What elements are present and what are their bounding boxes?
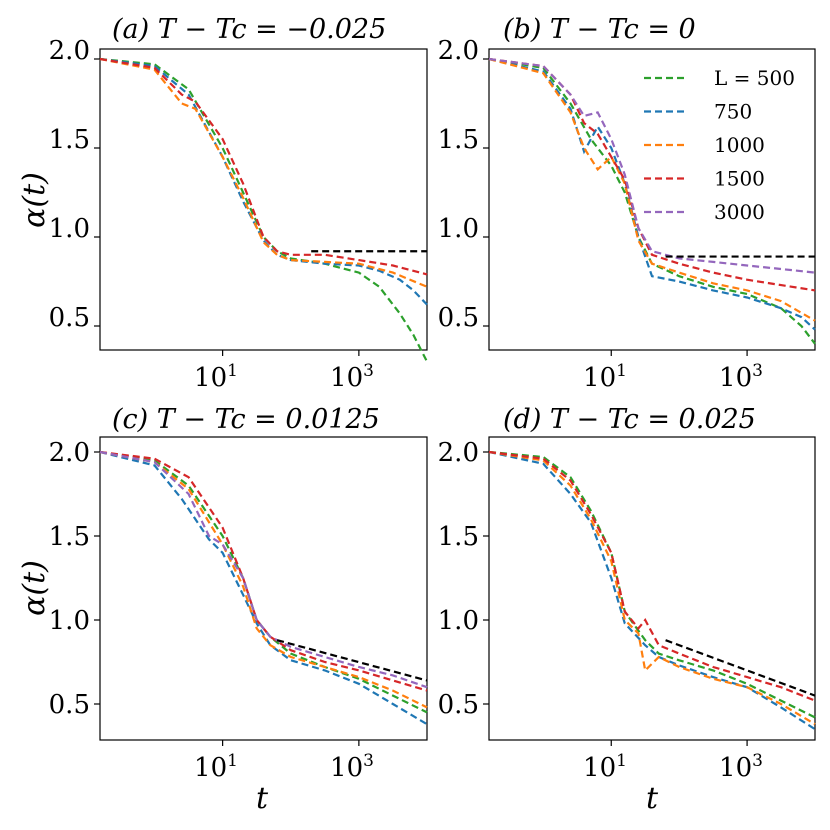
x-tick-label: 101 — [583, 361, 627, 393]
legend-label: 1000 — [714, 133, 765, 157]
legend-label: 3000 — [714, 200, 765, 224]
panel-a: (a) T − Tc = −0.025 2.0 1.5 1.0 0.5 101 … — [17, 14, 428, 393]
series-line-l-500 — [99, 450, 428, 714]
series-line-1000 — [99, 450, 428, 709]
y-tick-labels: 2.0 1.5 1.0 0.5 — [438, 438, 479, 720]
x-axis-label: t — [646, 781, 659, 816]
panel-frame — [99, 48, 428, 351]
y-tick-label: 1.0 — [438, 606, 479, 636]
y-tick-label: 0.5 — [49, 690, 90, 720]
y-tick-label: 1.0 — [49, 606, 90, 636]
series-line-750 — [488, 57, 816, 331]
x-axis-label: t — [256, 781, 269, 816]
series-line-3000 — [488, 57, 816, 274]
y-tick-label: 1.0 — [438, 214, 479, 244]
x-tick-label: 101 — [583, 751, 627, 783]
series-line-3000 — [99, 450, 428, 689]
reference-line — [276, 639, 428, 682]
series-line-1500 — [99, 450, 428, 692]
y-tick-label: 1.5 — [49, 125, 90, 155]
y-tick-label: 1.5 — [49, 522, 90, 552]
y-tick-label: 2.0 — [49, 36, 90, 66]
y-tick-label: 2.0 — [438, 438, 479, 468]
x-tick-label: 103 — [719, 361, 763, 393]
series-line-l-500 — [488, 450, 816, 719]
x-tick-label: 103 — [330, 361, 374, 393]
y-tick-labels: 2.0 1.5 1.0 0.5 — [438, 36, 479, 333]
x-tick-label: 101 — [194, 751, 238, 783]
y-axis-label: α(t) — [17, 172, 52, 228]
series-line-750 — [488, 450, 816, 731]
x-tick-label: 101 — [194, 361, 238, 393]
y-tick-labels: 2.0 1.5 1.0 0.5 — [49, 36, 90, 333]
legend-label: 750 — [714, 100, 752, 124]
panel-c: (c) T − Tc = 0.0125 2.0 1.5 1.0 0.5 101 … — [17, 404, 428, 816]
y-tick-label: 1.5 — [438, 522, 479, 552]
series-line-1500 — [488, 450, 816, 702]
panel-title: (c) T − Tc = 0.0125 — [112, 404, 380, 435]
panel-frame — [488, 436, 816, 741]
series-line-1000 — [488, 450, 816, 726]
series-line-750 — [99, 450, 428, 726]
panel-title: (d) T − Tc = 0.025 — [503, 404, 756, 435]
y-tick-labels: 2.0 1.5 1.0 0.5 — [49, 438, 90, 720]
x-tick-labels: 101 103 — [194, 361, 374, 393]
plot-area — [483, 450, 816, 746]
panel-d: (d) T − Tc = 0.025 2.0 1.5 1.0 0.5 101 1… — [438, 404, 816, 816]
plot-area — [483, 57, 816, 356]
series-line-1000 — [99, 57, 428, 288]
plot-area — [94, 450, 428, 746]
panel-title: (a) T − Tc = −0.025 — [112, 14, 386, 45]
x-tick-labels: 101 103 — [194, 751, 374, 783]
series-line-750 — [99, 57, 428, 306]
series-line-l-500 — [99, 57, 428, 363]
x-tick-labels: 101 103 — [583, 361, 763, 393]
x-tick-label: 103 — [719, 751, 763, 783]
y-tick-label: 2.0 — [49, 438, 90, 468]
panel-frame — [488, 48, 816, 351]
y-tick-label: 1.0 — [49, 214, 90, 244]
x-tick-label: 103 — [330, 751, 374, 783]
x-tick-labels: 101 103 — [583, 751, 763, 783]
panel-frame — [99, 436, 428, 741]
y-axis-label: α(t) — [17, 560, 52, 616]
y-tick-label: 0.5 — [438, 690, 479, 720]
y-tick-label: 0.5 — [438, 303, 479, 333]
y-tick-label: 2.0 — [438, 36, 479, 66]
panel-b: (b) T − Tc = 0 2.0 1.5 1.0 0.5 101 103 L… — [438, 14, 816, 393]
series-line-1000 — [488, 57, 816, 322]
reference-line — [665, 639, 816, 697]
y-tick-label: 0.5 — [49, 303, 90, 333]
legend-label: 1500 — [714, 167, 765, 191]
legend-label: L = 500 — [714, 66, 795, 90]
series-line-1500 — [99, 57, 428, 276]
plot-area — [94, 57, 428, 363]
panel-title: (b) T − Tc = 0 — [503, 14, 696, 45]
series-line-l-500 — [488, 57, 816, 345]
y-tick-label: 1.5 — [438, 125, 479, 155]
legend: L = 500 750 1000 1500 3000 — [644, 66, 795, 224]
